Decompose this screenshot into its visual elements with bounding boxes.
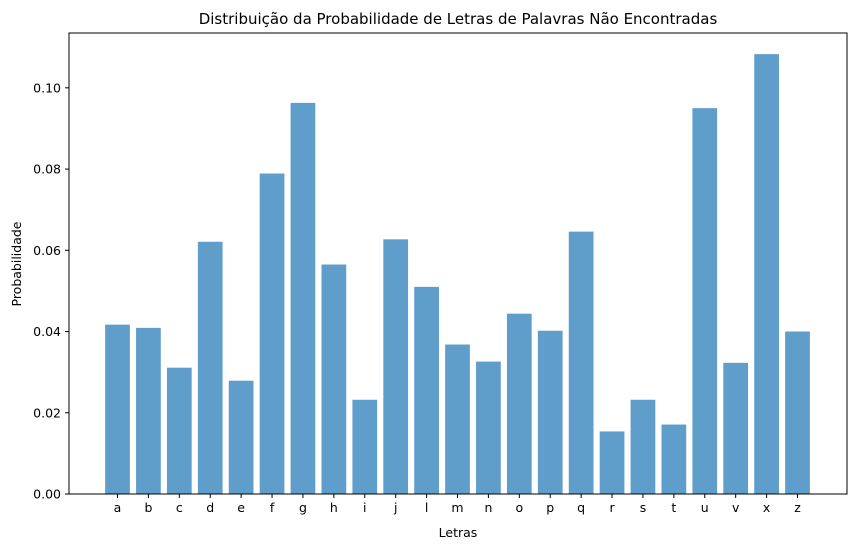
bar-f xyxy=(259,173,285,494)
y-tick-label-5: 0.10 xyxy=(33,80,61,95)
x-tick-label-p: p xyxy=(546,500,554,515)
bar-c xyxy=(166,367,192,494)
x-tick-label-o: o xyxy=(515,500,523,515)
bar-h xyxy=(321,264,347,494)
bar-d xyxy=(197,241,223,494)
x-tick-label-m: m xyxy=(451,500,463,515)
y-axis: 0.00 0.02 0.04 0.06 0.08 0.10 xyxy=(33,80,69,502)
bar-m xyxy=(445,344,470,494)
y-tick-label-0: 0.00 xyxy=(33,487,61,502)
bar-e xyxy=(228,380,254,494)
x-tick-label-v: v xyxy=(732,500,740,515)
bar-s xyxy=(630,399,656,494)
bar-i xyxy=(352,399,378,494)
y-axis-label: Probabilidade xyxy=(9,221,24,306)
bar-t xyxy=(661,424,687,494)
x-tick-label-q: q xyxy=(577,500,585,515)
x-tick-label-i: i xyxy=(363,500,366,515)
x-tick-label-t: t xyxy=(671,500,676,515)
bars-group xyxy=(105,54,810,495)
x-tick-label-u: u xyxy=(701,500,709,515)
bar-o xyxy=(506,313,532,494)
x-tick-label-e: e xyxy=(237,500,245,515)
bar-x xyxy=(754,54,779,495)
bar-u xyxy=(692,108,718,494)
x-tick-label-a: a xyxy=(114,500,122,515)
bar-v xyxy=(723,362,749,494)
y-tick-label-4: 0.08 xyxy=(33,162,61,177)
bar-j xyxy=(383,239,409,494)
x-tick-label-n: n xyxy=(484,500,492,515)
x-tick-label-z: z xyxy=(794,500,801,515)
bar-z xyxy=(785,331,810,494)
bar-q xyxy=(568,231,594,494)
plot-frame xyxy=(68,32,848,495)
x-axis-label: Letras xyxy=(439,525,478,540)
x-tick-label-l: l xyxy=(425,500,428,515)
x-tick-label-r: r xyxy=(609,500,615,515)
x-tick-label-f: f xyxy=(270,500,275,515)
bar-p xyxy=(537,330,563,494)
chart-title: Distribuição da Probabilidade de Letras … xyxy=(199,10,718,28)
x-tick-label-d: d xyxy=(206,500,214,515)
y-tick-label-3: 0.06 xyxy=(33,243,61,258)
bar-n xyxy=(476,361,501,494)
bar-a xyxy=(105,324,130,494)
x-tick-label-h: h xyxy=(330,500,338,515)
x-tick-label-s: s xyxy=(640,500,647,515)
bar-r xyxy=(599,431,625,494)
x-tick-label-g: g xyxy=(299,500,307,515)
y-tick-label-2: 0.04 xyxy=(33,324,61,339)
y-tick-label-1: 0.02 xyxy=(33,405,61,420)
bar-g xyxy=(290,102,316,495)
bar-b xyxy=(136,327,161,494)
x-tick-label-c: c xyxy=(176,500,183,515)
x-tick-label-b: b xyxy=(144,500,152,515)
bar-l xyxy=(414,286,439,494)
x-tick-label-j: j xyxy=(393,500,397,515)
x-tick-label-x: x xyxy=(763,500,770,515)
